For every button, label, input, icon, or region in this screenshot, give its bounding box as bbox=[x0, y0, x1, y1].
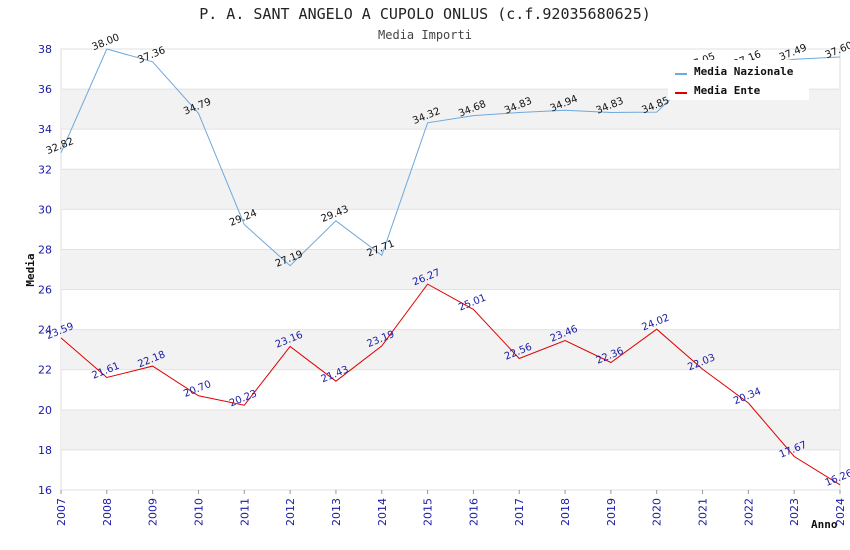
x-axis-label: Anno bbox=[811, 518, 838, 531]
x-tick-label: 2020 bbox=[651, 498, 664, 526]
x-tick-label: 2017 bbox=[513, 498, 526, 526]
x-tick-label: 2009 bbox=[147, 498, 160, 526]
plot-background bbox=[60, 48, 841, 491]
legend-box bbox=[668, 60, 809, 100]
x-tick-label: 2013 bbox=[330, 498, 343, 526]
x-tick-label: 2021 bbox=[697, 498, 710, 526]
x-tick-label: 2007 bbox=[55, 498, 68, 526]
y-tick-label: 36 bbox=[38, 83, 52, 96]
x-tick-label: 2022 bbox=[742, 498, 755, 526]
grid-band bbox=[61, 329, 840, 370]
grid-band bbox=[61, 409, 840, 450]
legend-label-ente: Media Ente bbox=[694, 84, 761, 97]
y-axis-ticks: 16 18 20 22 24 26 28 30 32 34 36 38 bbox=[38, 43, 52, 497]
x-tick-label: 2024 bbox=[834, 498, 847, 526]
y-tick-label: 24 bbox=[38, 324, 52, 337]
y-tick-label: 16 bbox=[38, 484, 52, 497]
legend-label-nazionale: Media Nazionale bbox=[694, 65, 794, 78]
legend: Media Nazionale Media Ente bbox=[668, 60, 809, 100]
y-tick-label: 26 bbox=[38, 284, 52, 297]
x-tick-label: 2008 bbox=[101, 498, 114, 526]
x-tick-label: 2016 bbox=[467, 498, 480, 526]
y-tick-label: 38 bbox=[38, 43, 52, 56]
x-tick-label: 2015 bbox=[422, 498, 435, 526]
x-tick-label: 2014 bbox=[376, 498, 389, 526]
x-tick-label: 2019 bbox=[605, 498, 618, 526]
x-axis-ticks: 2007 2008 2009 2010 2011 2012 2013 2014 2015 2016… bbox=[55, 490, 847, 526]
y-tick-label: 22 bbox=[38, 364, 52, 377]
x-tick-label: 2018 bbox=[559, 498, 572, 526]
x-tick-label: 2023 bbox=[788, 498, 801, 526]
x-tick-label: 2011 bbox=[238, 498, 251, 526]
y-axis-label: Media bbox=[24, 253, 37, 286]
x-tick-label: 2010 bbox=[192, 498, 205, 526]
y-tick-label: 20 bbox=[38, 404, 52, 417]
chart-title: P. A. SANT ANGELO A CUPOLO ONLUS (c.f.92… bbox=[199, 5, 651, 23]
y-tick-label: 18 bbox=[38, 444, 52, 457]
y-tick-label: 34 bbox=[38, 123, 52, 136]
grid-band bbox=[61, 169, 840, 210]
series-line-ente bbox=[60, 283, 841, 486]
x-tick-label: 2012 bbox=[284, 498, 297, 526]
chart-subtitle: Media Importi bbox=[378, 28, 472, 42]
grid-band bbox=[61, 249, 840, 290]
y-tick-label: 32 bbox=[38, 163, 52, 176]
y-tick-label: 28 bbox=[38, 243, 52, 256]
y-tick-label: 30 bbox=[38, 203, 52, 216]
